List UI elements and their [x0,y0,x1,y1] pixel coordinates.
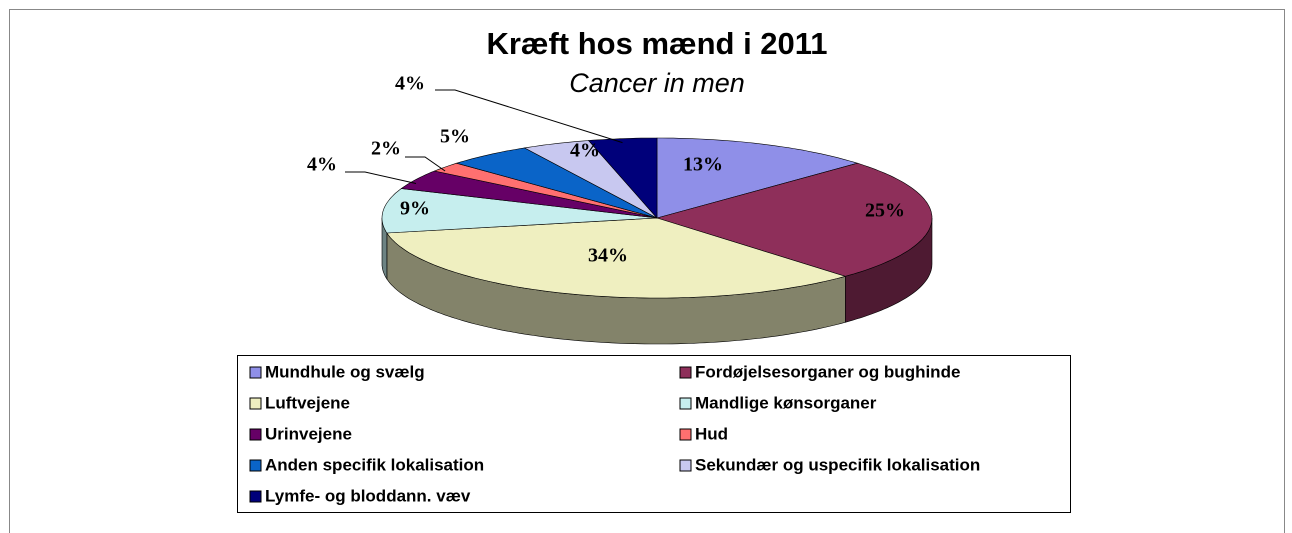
legend-swatch [249,397,262,410]
legend-box [237,355,1071,513]
data-label: 25% [865,200,905,222]
legend-swatch [679,428,692,441]
legend-swatch [679,366,692,379]
data-label: 4% [307,154,337,176]
legend-swatch [679,397,692,410]
pie-slice [433,162,658,219]
legend-swatch [679,459,692,472]
legend-label: Luftvejene [265,393,350,412]
leader-line [435,89,623,144]
pie-slice [400,170,658,219]
legend-swatch [249,490,262,503]
leader-line [345,171,417,184]
legend-label: Anden specifik lokalisation [265,455,484,474]
data-label: 13% [683,154,723,176]
data-label: 4% [570,140,600,162]
legend-label: Urinvejene [265,424,352,443]
legend-swatch [249,459,262,472]
pie-slice [656,137,859,219]
legend-label: Sekundær og uspecifik lokalisation [695,455,980,474]
data-label: 4% [395,73,425,95]
pie-slice [655,162,933,277]
legend-label: Lymfe- og bloddann. væv [265,486,471,505]
chart-subtitle: Cancer in men [569,68,745,98]
data-label: 34% [588,245,628,267]
data-label: 2% [371,138,401,160]
data-label: 9% [400,198,430,220]
legend-label: Hud [695,424,728,443]
pie-slice [587,137,658,219]
chart-title: Kræft hos mænd i 2011 [486,26,827,61]
data-label: 5% [440,126,470,148]
legend-label: Mundhule og svælg [265,362,425,381]
pie-slice [386,217,847,299]
pie-slice [455,147,658,219]
pie-slice [523,140,658,219]
legend-label: Fordøjelsesorganer og bughinde [695,362,960,381]
pie-slice [381,188,658,234]
legend-swatch [249,366,262,379]
leader-line [405,156,446,172]
legend-label: Mandlige kønsorganer [695,393,877,412]
legend-swatch [249,428,262,441]
